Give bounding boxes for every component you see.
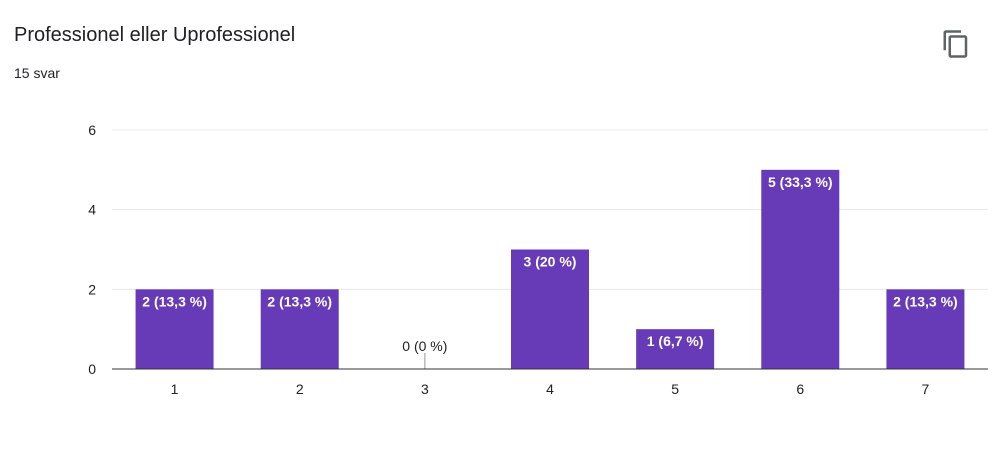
x-tick-label: 2 [296,381,304,397]
x-tick-label: 1 [171,381,179,397]
data-label: 1 (6,7 %) [647,333,704,349]
bar [636,329,715,369]
bar [260,289,339,369]
x-tick-label: 6 [796,381,804,397]
x-tick-label: 7 [922,381,930,397]
data-label: 2 (13,3 %) [893,293,958,309]
x-tick-label: 4 [546,381,554,397]
bar [511,249,589,369]
response-count: 15 svar [14,65,60,81]
copy-icon [943,30,968,58]
x-tick-label: 5 [671,381,679,397]
bar [761,169,840,369]
data-label: 0 (0 %) [402,338,447,354]
bar [886,289,965,369]
chart-title: Professionel eller Uprofessionel [14,24,296,46]
y-tick-label: 6 [88,122,96,138]
data-label: 3 (20 %) [524,254,577,270]
y-tick-label: 0 [88,361,96,377]
y-tick-label: 4 [88,202,96,218]
bar [135,289,214,369]
y-tick-label: 2 [88,281,96,297]
x-tick-label: 3 [421,381,429,397]
copy-chart-button[interactable] [936,24,976,64]
data-label: 5 (33,3 %) [768,174,833,190]
data-label: 2 (13,3 %) [142,293,207,309]
data-label: 2 (13,3 %) [267,293,332,309]
